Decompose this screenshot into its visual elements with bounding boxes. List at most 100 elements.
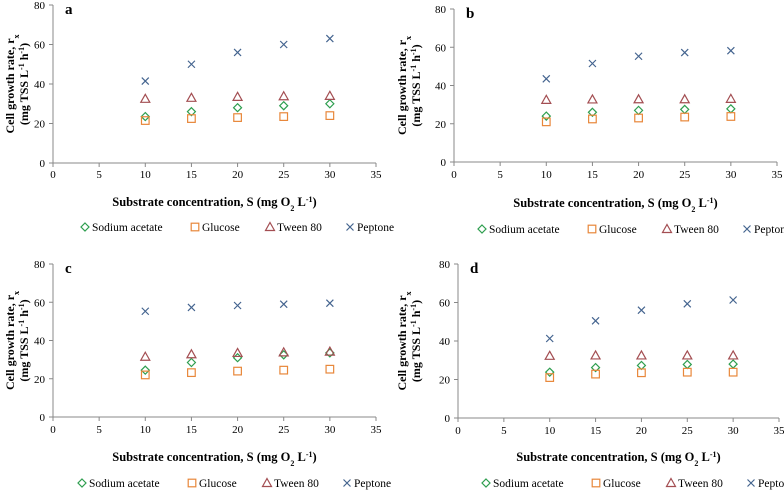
y-tick-label: 0: [441, 157, 447, 169]
data-point-tween-80: [139, 93, 151, 103]
y-tick-label: 0: [40, 158, 46, 170]
data-point-tween-80: [679, 93, 691, 104]
x-tick-label: 30: [725, 169, 737, 181]
legend-label: Peptone: [354, 478, 391, 490]
data-point-tween-80: [544, 350, 556, 360]
legend-item-glucose: Glucose: [587, 224, 637, 236]
text-span: (mg TSS L: [17, 326, 31, 381]
legend-item-glucose: Glucose: [187, 478, 237, 490]
data-point-peptone: [542, 74, 551, 83]
y-axis-title-line1: Cell growth rate, rx: [3, 34, 21, 133]
text-span: L: [695, 196, 706, 210]
data-point-glucose: [325, 111, 335, 121]
data-point-tween-80: [278, 90, 290, 101]
panel-label: a: [65, 2, 73, 18]
legend-item-sodium-acetate: Sodium acetate: [77, 478, 160, 490]
x-tick-label: 35: [371, 169, 383, 181]
text-span: Substrate concentration, S (mg O: [516, 450, 694, 464]
data-point-glucose: [140, 370, 150, 380]
y-tick-label: 40: [439, 336, 451, 348]
y-tick-label: 80: [34, 259, 46, 271]
legend-label: Tween 80: [277, 222, 322, 234]
legend-marker-icon: [747, 479, 755, 487]
y-tick-label: 80: [439, 259, 451, 271]
x-tick-label: 30: [324, 169, 336, 181]
x-tick-label: 35: [772, 169, 784, 181]
data-point-peptone: [683, 299, 692, 308]
legend-marker-icon: [743, 225, 751, 233]
data-point-peptone: [187, 60, 196, 69]
y-tick-label: 80: [435, 4, 447, 16]
x-tick-label: 25: [278, 169, 290, 181]
text-span: x: [404, 291, 413, 295]
legend-marker-icon: [261, 477, 273, 488]
data-point-peptone: [141, 307, 150, 316]
data-point-peptone: [233, 48, 242, 57]
text-span: x: [404, 36, 413, 40]
x-tick-label: 20: [633, 169, 645, 181]
text-span: h: [17, 53, 31, 63]
data-point-tween-80: [324, 90, 336, 100]
data-point-tween-80: [185, 92, 197, 102]
legend-item-sodium-acetate: Sodium acetate: [481, 478, 564, 490]
x-tick-label: 20: [636, 425, 648, 437]
data-point-glucose: [187, 114, 196, 123]
data-point-glucose: [140, 116, 150, 125]
text-span: Substrate concentration, S (mg O: [112, 195, 290, 209]
data-point-sodium-acetate: [682, 359, 693, 370]
x-tick-label: 25: [682, 425, 694, 437]
data-point-peptone: [325, 299, 334, 308]
legend-marker-icon: [591, 478, 601, 488]
x-tick-label: 30: [728, 425, 740, 437]
text-span: -1: [306, 450, 313, 459]
data-point-sodium-acetate: [726, 103, 736, 114]
text-span: h: [17, 310, 31, 320]
data-point-glucose: [682, 367, 692, 377]
data-point-glucose: [187, 368, 196, 378]
y-tick-label: 40: [34, 336, 46, 348]
data-point-sodium-acetate: [278, 100, 289, 111]
text-span: ): [313, 195, 317, 209]
data-point-sodium-acetate: [186, 357, 197, 368]
legend-item-tween-80: Tween 80: [661, 223, 719, 236]
data-point-peptone: [680, 48, 689, 57]
data-point-glucose: [233, 366, 242, 376]
y-tick-label: 40: [34, 79, 46, 91]
legend-label: Glucose: [199, 478, 237, 490]
text-span: L: [294, 450, 305, 464]
x-tick-label: 15: [186, 169, 198, 181]
text-span: ): [409, 44, 423, 48]
text-span: 2: [290, 459, 294, 468]
data-point-sodium-acetate: [587, 107, 598, 118]
legend-label: Sodium acetate: [92, 222, 163, 234]
data-point-tween-80: [727, 349, 739, 360]
text-span: 2: [290, 204, 294, 213]
data-point-glucose: [588, 114, 597, 124]
text-span: -1: [409, 320, 418, 327]
legend-item-glucose: Glucose: [190, 222, 240, 234]
x-tick-label: 10: [140, 424, 152, 436]
y-tick-label: 60: [435, 42, 447, 54]
x-axis-title: Substrate concentration, S (mg O2 L-1): [112, 195, 316, 213]
data-point-glucose: [680, 112, 690, 122]
panel-d: 0 20 40 60 80 0 5 10 15 20 25 30 35 d Substrate concen…: [395, 259, 784, 490]
text-span: ): [409, 300, 423, 304]
text-span: x: [12, 34, 21, 38]
text-span: L: [698, 450, 709, 464]
y-tick-label: 40: [435, 81, 447, 93]
data-point-sodium-acetate: [325, 98, 335, 109]
y-tick-label: 0: [40, 412, 46, 424]
data-point-peptone: [325, 34, 334, 43]
y-tick-label: 60: [34, 40, 46, 52]
legend-marker-icon: [661, 223, 673, 234]
x-tick-label: 15: [186, 424, 198, 436]
data-point-tween-80: [232, 347, 244, 358]
data-point-glucose: [634, 113, 643, 123]
data-point-sodium-acetate: [232, 352, 243, 363]
data-point-glucose: [545, 373, 555, 382]
text-span: Cell growth rate, r: [3, 294, 17, 390]
text-span: -1: [17, 320, 26, 327]
text-span: h: [409, 310, 423, 320]
